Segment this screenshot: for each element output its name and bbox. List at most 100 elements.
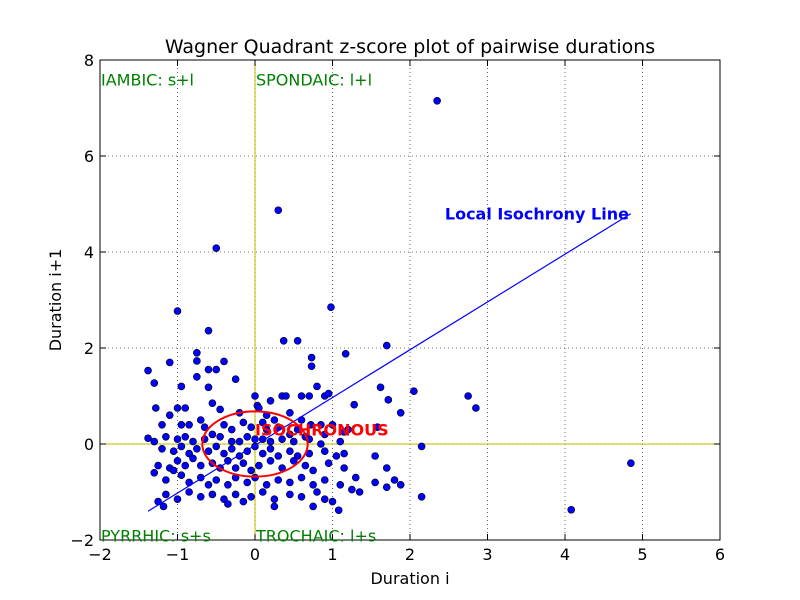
x-tick-label: 1 xyxy=(327,545,337,564)
data-point xyxy=(181,404,190,412)
data-point xyxy=(336,437,345,446)
data-point xyxy=(293,336,302,345)
data-point xyxy=(204,383,213,392)
data-point xyxy=(181,432,190,441)
data-point xyxy=(239,418,248,427)
data-point xyxy=(247,492,255,501)
data-point xyxy=(410,387,418,396)
quadrant-center-lines xyxy=(100,60,720,540)
data-point xyxy=(433,97,441,105)
data-point xyxy=(193,372,201,381)
data-point xyxy=(165,411,174,420)
data-point xyxy=(193,444,201,453)
data-point xyxy=(320,447,329,456)
x-tick-label: 2 xyxy=(405,545,415,564)
data-point xyxy=(173,495,182,504)
data-point xyxy=(150,379,159,387)
data-point xyxy=(165,358,174,367)
data-point xyxy=(464,392,472,400)
data-point xyxy=(227,425,236,434)
data-point xyxy=(177,382,186,391)
axis-ticks: −2 −1 0 1 2 3 4 5 6 −2 0 2 4 6 8 xyxy=(70,51,725,564)
data-point xyxy=(286,447,294,456)
data-point xyxy=(243,478,252,487)
data-point xyxy=(324,389,333,398)
data-point xyxy=(355,488,364,496)
data-point xyxy=(204,447,213,456)
data-point xyxy=(332,452,341,460)
data-point xyxy=(150,437,159,446)
data-point xyxy=(212,365,221,374)
isochrony-line xyxy=(147,213,632,512)
data-point xyxy=(162,476,170,484)
x-tick-label: −1 xyxy=(166,545,190,564)
data-point xyxy=(227,444,236,453)
data-point xyxy=(297,492,306,501)
data-point xyxy=(289,437,298,446)
data-point xyxy=(185,420,193,429)
data-point xyxy=(305,392,314,400)
data-point xyxy=(324,459,333,468)
data-point xyxy=(289,456,298,465)
data-points xyxy=(144,97,635,515)
data-point xyxy=(371,452,379,460)
data-point xyxy=(313,488,321,496)
data-point xyxy=(382,464,391,472)
data-point xyxy=(266,444,275,453)
data-point xyxy=(193,357,201,365)
data-point xyxy=(173,456,182,465)
data-point xyxy=(255,461,263,470)
data-point xyxy=(227,437,236,446)
data-point xyxy=(204,326,213,335)
data-point xyxy=(258,488,267,496)
data-point xyxy=(371,478,379,487)
data-point xyxy=(382,341,391,350)
data-point xyxy=(396,480,405,489)
data-point xyxy=(247,466,255,475)
data-point xyxy=(350,400,359,409)
data-point xyxy=(327,303,335,312)
data-point xyxy=(169,466,178,475)
data-point xyxy=(301,461,310,470)
quadrant-label: PYRRHIC: s+s xyxy=(101,527,211,546)
data-point xyxy=(472,404,480,412)
x-tick-label: 0 xyxy=(250,545,260,564)
data-point xyxy=(204,365,213,374)
data-point xyxy=(224,500,232,508)
data-point xyxy=(173,307,182,315)
data-point xyxy=(270,502,279,511)
data-point xyxy=(185,488,193,496)
x-tick-label: 4 xyxy=(560,545,570,564)
data-point xyxy=(336,480,345,489)
data-point xyxy=(297,392,306,400)
data-point xyxy=(317,440,325,448)
x-tick-label: 5 xyxy=(637,545,647,564)
data-point xyxy=(196,492,205,501)
data-point xyxy=(193,348,201,357)
data-point xyxy=(247,423,255,432)
data-point xyxy=(340,464,348,472)
data-point xyxy=(262,480,271,489)
data-point xyxy=(212,244,221,252)
data-point xyxy=(208,490,217,499)
data-point xyxy=(212,442,221,451)
data-point xyxy=(307,353,316,362)
data-point xyxy=(212,476,221,484)
data-point xyxy=(320,476,329,484)
y-tick-label: −2 xyxy=(70,531,94,550)
data-point xyxy=(286,408,294,417)
data-point xyxy=(243,432,252,441)
data-point xyxy=(189,454,197,463)
data-point xyxy=(169,447,178,456)
data-point xyxy=(154,461,162,470)
data-point xyxy=(158,420,166,429)
data-point xyxy=(307,362,316,371)
data-point xyxy=(208,399,217,408)
data-point xyxy=(286,490,294,499)
y-tick-label: 6 xyxy=(84,147,94,166)
data-point xyxy=(196,416,205,424)
data-point xyxy=(251,392,259,400)
data-point xyxy=(220,420,228,429)
data-point xyxy=(348,485,356,494)
data-point xyxy=(181,461,190,470)
